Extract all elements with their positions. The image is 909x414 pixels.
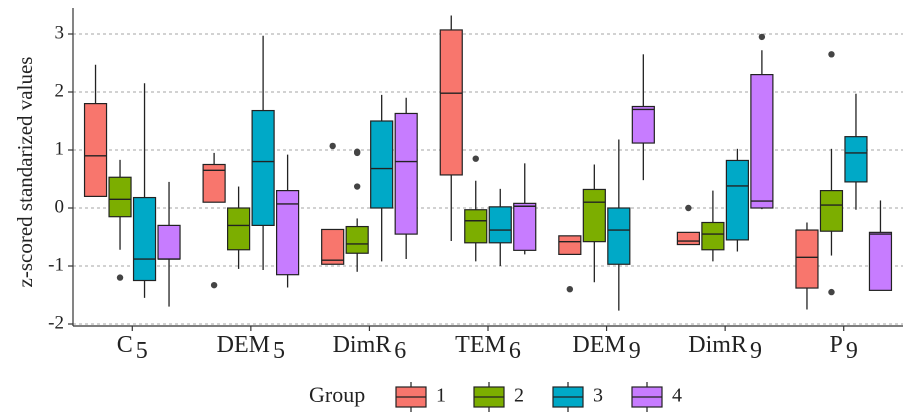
- x-tick-label: DimR 9: [688, 332, 762, 364]
- x-tick-label: DimR 6: [333, 332, 407, 364]
- y-axis-label: z-scored standarized values: [13, 57, 37, 288]
- x-tick-label-base: DEM: [572, 332, 625, 358]
- box-outlier: [828, 288, 835, 296]
- x-tick-label-subscript: 9: [629, 338, 641, 364]
- x-tick-label-subscript: 9: [846, 338, 858, 364]
- legend-entry-label: 3: [593, 385, 603, 407]
- x-tick-label-subscript: 6: [394, 338, 406, 364]
- box-body: [394, 112, 418, 235]
- box-body: [227, 207, 251, 251]
- y-tick-label: -1: [48, 254, 64, 275]
- y-ticks: -2 -1 0 1 2 3: [48, 22, 73, 333]
- y-tick-label: 3: [55, 22, 65, 43]
- box-body: [321, 228, 345, 265]
- box-body: [83, 102, 108, 198]
- legend: Group 1 2 3 4: [309, 382, 682, 412]
- box-outlier: [472, 155, 479, 162]
- box-outlier: [329, 142, 336, 150]
- x-tick-label-base: TEM: [455, 332, 506, 358]
- x-tick-label-subscript: 9: [750, 338, 762, 364]
- x-tick-label: TEM 6: [455, 332, 521, 364]
- box-body: [607, 207, 631, 265]
- x-tick-label-subscript: 5: [136, 338, 148, 364]
- box-body: [157, 224, 181, 260]
- box-body: [558, 235, 582, 255]
- box-outlier: [116, 274, 124, 281]
- box-body: [725, 159, 749, 241]
- legend-entry-label: 1: [436, 385, 446, 407]
- x-tick-label-base: DimR: [688, 332, 747, 358]
- box-body: [819, 190, 844, 232]
- legend-title: Group: [309, 382, 365, 407]
- box-body: [108, 176, 132, 218]
- box-outlier: [353, 148, 361, 155]
- box-body: [276, 190, 300, 276]
- box-body: [676, 231, 700, 246]
- boxes: [83, 15, 893, 311]
- box-body: [345, 225, 369, 254]
- box-body: [488, 206, 512, 244]
- x-ticks: C 5 DEM 5 DimR 6 TEM 6 DEM 9 DimR 9 P 9: [117, 326, 858, 364]
- y-tick-label: 0: [55, 196, 65, 217]
- box-outlier: [210, 281, 218, 289]
- box-body: [750, 73, 774, 209]
- x-tick-label-base: DEM: [217, 332, 270, 358]
- legend-entry-label: 2: [514, 385, 524, 407]
- x-tick-label-subscript: 5: [273, 338, 285, 364]
- y-tick-label: 1: [55, 138, 65, 159]
- y-tick-label: 2: [55, 80, 65, 101]
- box-body: [513, 202, 537, 251]
- box-outlier: [828, 51, 835, 58]
- box-body: [370, 120, 394, 209]
- box-outlier: [758, 33, 766, 41]
- box-body: [202, 163, 226, 203]
- box-outlier: [685, 204, 692, 212]
- box-body: [701, 221, 725, 251]
- x-tick-label-base: C: [117, 332, 133, 358]
- axes: [72, 8, 903, 327]
- gridlines: [73, 33, 903, 325]
- x-tick-label: DEM 9: [572, 332, 640, 364]
- box-body: [251, 109, 275, 226]
- box-outlier: [566, 286, 574, 293]
- box-body: [464, 209, 488, 244]
- y-tick-label: -2: [48, 312, 64, 333]
- box-body: [631, 105, 655, 144]
- box-body: [439, 29, 463, 176]
- x-tick-label-base: P: [830, 332, 843, 358]
- box-body: [795, 229, 819, 289]
- box-outlier: [353, 183, 361, 190]
- box-body: [582, 188, 606, 243]
- box-body: [844, 136, 868, 183]
- x-tick-label-subscript: 6: [509, 338, 521, 364]
- box-body: [868, 231, 893, 291]
- x-tick-label-base: DimR: [333, 332, 392, 358]
- x-tick-label: DEM 5: [217, 332, 285, 364]
- box-body: [132, 196, 157, 282]
- legend-entry-label: 4: [672, 385, 682, 407]
